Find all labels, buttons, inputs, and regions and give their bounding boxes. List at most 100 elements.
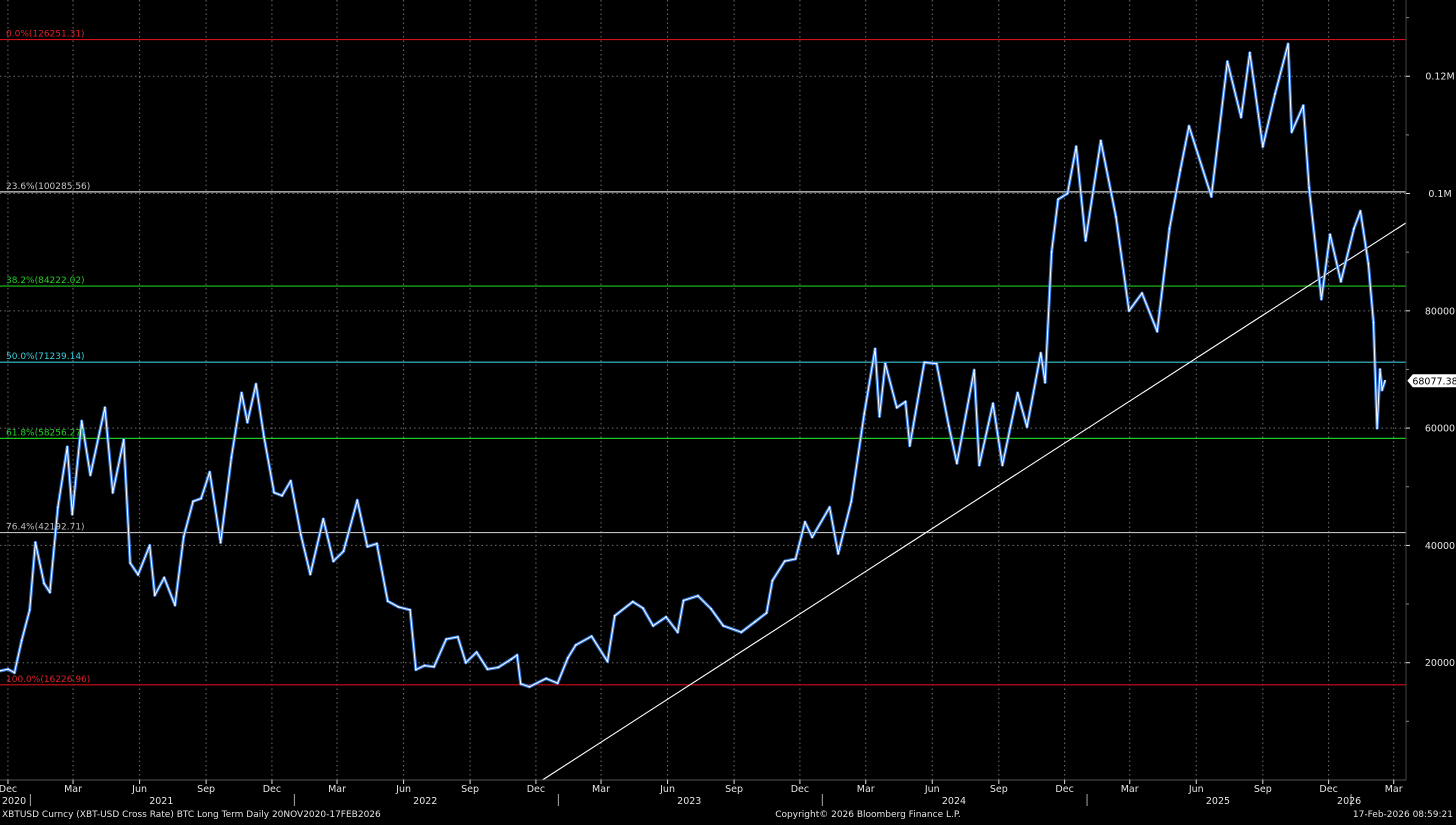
x-tick-label: Sep bbox=[461, 784, 479, 795]
price-point bbox=[1039, 352, 1042, 354]
price-point bbox=[1210, 195, 1213, 198]
price-point bbox=[1026, 426, 1028, 428]
price-point bbox=[1050, 251, 1053, 254]
price-point bbox=[111, 491, 114, 494]
price-point bbox=[682, 599, 685, 602]
price-point bbox=[129, 562, 132, 564]
price-point bbox=[281, 494, 283, 497]
price-point bbox=[1240, 116, 1242, 119]
price-point bbox=[464, 661, 467, 664]
fibonacci-levels bbox=[0, 38, 1406, 686]
price-point bbox=[163, 576, 166, 579]
x-tick-label: Sep bbox=[1254, 784, 1272, 795]
price-point bbox=[1290, 131, 1293, 133]
x-tick-label: Dec bbox=[0, 784, 17, 795]
x-tick-label: Sep bbox=[197, 784, 215, 795]
fib-label: 50.0%(71239.14) bbox=[6, 352, 85, 362]
price-point bbox=[397, 606, 400, 608]
fib-label: 23.6%(100285.56) bbox=[6, 182, 90, 192]
price-point bbox=[740, 631, 743, 634]
price-point bbox=[874, 348, 876, 350]
price-point bbox=[20, 639, 23, 642]
price-point bbox=[182, 535, 185, 538]
x-axis: Dec Mar Jun Sep Dec Mar Jun Sep Dec Mar Jun Sep Dec M… bbox=[0, 779, 1406, 807]
price-point bbox=[631, 600, 634, 603]
price-point bbox=[192, 500, 195, 503]
x-tick-label: Sep bbox=[725, 784, 743, 795]
price-point bbox=[445, 638, 448, 641]
price-point bbox=[1188, 125, 1190, 127]
price-point bbox=[878, 415, 881, 418]
x-tick-label: Mar bbox=[592, 784, 610, 795]
price-point bbox=[1156, 330, 1159, 333]
price-point bbox=[255, 383, 257, 385]
price-point bbox=[1367, 263, 1370, 265]
y-tick-label: 60000 bbox=[1425, 424, 1455, 435]
year-label: 2026 bbox=[1337, 796, 1361, 807]
price-point bbox=[606, 660, 609, 663]
price-point bbox=[811, 536, 814, 539]
price-point bbox=[475, 651, 478, 654]
price-point bbox=[850, 500, 853, 503]
price-point bbox=[7, 668, 9, 671]
year-label: 2024 bbox=[942, 796, 966, 807]
price-point bbox=[665, 616, 667, 618]
price-point bbox=[710, 607, 712, 610]
price-point bbox=[356, 499, 359, 502]
price-point bbox=[89, 474, 92, 476]
price-point bbox=[423, 664, 426, 667]
price-point bbox=[1372, 321, 1375, 324]
price-point bbox=[1274, 92, 1276, 95]
fib-labels: 0.0%(126251.31) 23.6%(100285.56) 38.2%(842… bbox=[6, 30, 90, 685]
footer-description: XBTUSD Curncy (XBT-USD Cross Rate) BTC L… bbox=[2, 810, 381, 820]
x-tick-label: Mar bbox=[1385, 784, 1403, 795]
price-point bbox=[948, 425, 950, 428]
price-point bbox=[1359, 210, 1362, 213]
price-point bbox=[486, 668, 489, 671]
price-point bbox=[300, 534, 302, 536]
price-point bbox=[642, 607, 644, 610]
x-tick-label: Jun bbox=[131, 784, 147, 795]
price-point bbox=[1141, 292, 1143, 295]
trendline bbox=[542, 222, 1407, 781]
y-tick-label: 20000 bbox=[1425, 658, 1455, 669]
price-point bbox=[28, 609, 31, 611]
price-point bbox=[613, 614, 616, 617]
price-point bbox=[676, 631, 679, 634]
x-tick-label: Dec bbox=[527, 784, 545, 795]
fib-label: 0.0%(126251.31) bbox=[6, 30, 85, 40]
price-point bbox=[122, 438, 125, 441]
price-point bbox=[1128, 309, 1130, 312]
price-point bbox=[1384, 379, 1386, 382]
price-point bbox=[510, 658, 513, 661]
price-point bbox=[409, 609, 411, 611]
price-point bbox=[978, 464, 981, 466]
price-point bbox=[1168, 227, 1171, 230]
price-point bbox=[13, 671, 16, 674]
price-point bbox=[804, 521, 806, 523]
price-point bbox=[697, 594, 699, 597]
year-label: 2021 bbox=[149, 796, 173, 807]
price-point bbox=[153, 594, 156, 597]
last-price-label: 68077.38 bbox=[1412, 376, 1456, 387]
price-point bbox=[1075, 145, 1078, 148]
price-point bbox=[904, 400, 907, 403]
price-point bbox=[992, 402, 994, 405]
price-point bbox=[1302, 104, 1305, 107]
price-point bbox=[0, 670, 1, 672]
price-point bbox=[366, 545, 369, 548]
price-point bbox=[1381, 389, 1383, 391]
price-point bbox=[722, 624, 725, 627]
trendline-layer bbox=[542, 222, 1407, 781]
x-tick-label: Jun bbox=[1188, 784, 1204, 795]
grid-lines bbox=[0, 0, 1406, 780]
footer: XBTUSD Curncy (XBT-USD Cross Rate) BTC L… bbox=[2, 810, 1453, 820]
footer-copyright: Copyright© 2026 Bloomberg Finance L.P. bbox=[775, 810, 960, 820]
year-label: 2025 bbox=[1206, 796, 1230, 807]
price-point bbox=[1376, 427, 1378, 429]
price-point bbox=[43, 582, 45, 585]
price-point bbox=[57, 506, 59, 509]
price-point bbox=[1226, 60, 1229, 63]
price-point bbox=[1353, 227, 1355, 230]
